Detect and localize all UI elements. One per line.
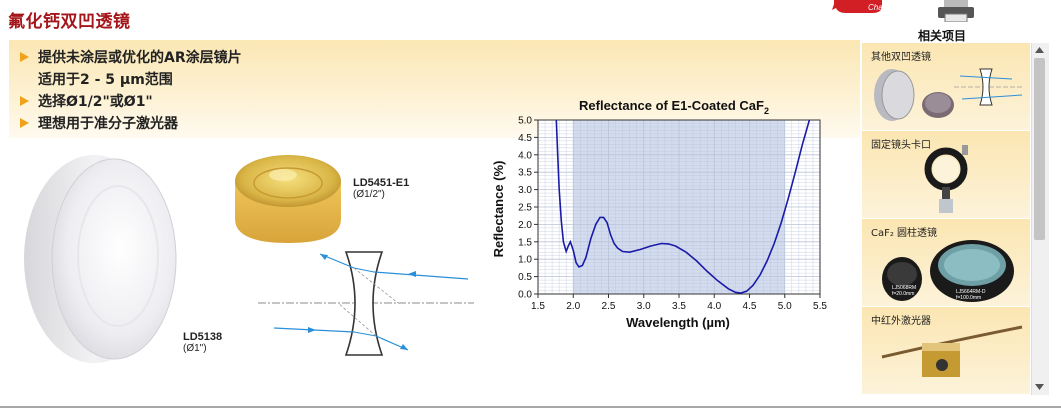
related-item-lens-mounts[interactable]: 固定镜头卡口 xyxy=(862,131,1030,219)
scroll-up-icon[interactable] xyxy=(1031,43,1048,57)
y-tick-label: 1.0 xyxy=(518,255,532,266)
lens-focal-length: f=100.0mm xyxy=(956,295,981,301)
related-item-label: 中红外激光器 xyxy=(871,316,931,327)
x-tick-label: 5.0 xyxy=(778,301,792,312)
chat-label: Chat! xyxy=(868,3,884,12)
page-title: 氟化钙双凹透镜 xyxy=(8,12,131,32)
feature-item: 提供未涂层或优化的AR涂层镜片 xyxy=(20,47,242,69)
y-tick-label: 0.5 xyxy=(518,272,532,283)
x-tick-label: 5.5 xyxy=(813,301,827,312)
x-tick-label: 1.5 xyxy=(531,301,545,312)
reflectance-chart: Reflectance of E1-Coated CaF2 1.5 2.0 2.5 3… xyxy=(491,98,827,330)
x-tick-label: 2.5 xyxy=(602,301,616,312)
y-tick-label: 3.5 xyxy=(518,168,532,179)
product-label: LD5138 (Ø1") xyxy=(183,331,223,354)
feature-list: 提供未涂层或优化的AR涂层镜片 适用于2 - 5 µm范围 选择Ø1/2"或Ø1… xyxy=(20,47,242,135)
y-tick-label: 2.0 xyxy=(518,220,532,231)
related-item-caf2-cylindrical-lenses[interactable]: LJ5068RM f=20.0mm LJ5664RM-D f=100.0mm C… xyxy=(862,219,1030,307)
lens-part-number: LJ5664RM-D xyxy=(956,289,986,295)
y-tick-label: 3.0 xyxy=(518,185,532,196)
x-tick-label: 2.0 xyxy=(566,301,580,312)
related-item-label: 其他双凹透镜 xyxy=(871,52,931,63)
laser-icon xyxy=(881,325,1023,377)
x-tick-label: 3.5 xyxy=(672,301,686,312)
biconcave-lens-icon xyxy=(874,68,1023,121)
feature-item: 理想用于准分子激光器 xyxy=(20,113,242,135)
lens-mount-icon xyxy=(924,145,968,213)
y-tick-label: 4.5 xyxy=(518,133,532,144)
feature-item: 选择Ø1/2"或Ø1" xyxy=(20,91,242,113)
x-tick-label: 4.5 xyxy=(743,301,757,312)
bullet-arrow-icon xyxy=(20,118,29,128)
x-tick-label: 3.0 xyxy=(637,301,651,312)
lens-part-number: LJ5068RM xyxy=(892,285,916,291)
y-axis-label: Reflectance (%) xyxy=(491,161,506,258)
related-item-biconcave-lenses[interactable]: 其他双凹透镜 xyxy=(862,43,1030,131)
y-tick-label: 4.0 xyxy=(518,150,532,161)
x-tick-label: 4.0 xyxy=(707,301,721,312)
related-items-sidebar: 其他双凹透镜 固定镜头卡口 LJ5068RM f=20.0mm LJ5664RM… xyxy=(862,43,1030,411)
mounted-lens-icon: LJ5068RM f=20.0mm LJ5664RM-D f=100.0mm xyxy=(882,240,1014,302)
feature-item: 适用于2 - 5 µm范围 xyxy=(38,72,173,88)
chat-icon[interactable]: Chat! xyxy=(832,0,884,14)
biconcave-lens-diagram xyxy=(258,251,474,356)
scrollbar-thumb[interactable] xyxy=(1034,58,1045,240)
lens-ld5138-image xyxy=(24,155,177,363)
chart-title: Reflectance of E1-Coated CaF2 xyxy=(579,98,769,116)
product-label: LD5451-E1 (Ø1/2") xyxy=(353,177,410,200)
related-item-label: 固定镜头卡口 xyxy=(871,140,931,151)
lens-focal-length: f=20.0mm xyxy=(892,291,914,297)
bullet-arrow-icon xyxy=(20,96,29,106)
related-item-mid-ir-lasers[interactable]: 中红外激光器 xyxy=(862,307,1030,395)
series-line xyxy=(555,119,811,294)
scroll-down-icon[interactable] xyxy=(1031,380,1048,394)
bullet-arrow-icon xyxy=(20,52,29,62)
x-axis-label: Wavelength (µm) xyxy=(626,315,730,330)
lens-ld5451-image xyxy=(235,155,341,243)
related-item-label: CaF₂ 圆柱透镜 xyxy=(871,228,938,239)
y-tick-label: 2.5 xyxy=(518,203,532,214)
printer-icon[interactable] xyxy=(936,0,976,22)
y-tick-label: 5.0 xyxy=(518,116,532,127)
y-tick-label: 1.5 xyxy=(518,237,532,248)
bottom-divider xyxy=(0,406,1061,408)
related-items-title: 相关项目 xyxy=(918,29,967,43)
y-tick-label: 0.0 xyxy=(518,290,532,301)
